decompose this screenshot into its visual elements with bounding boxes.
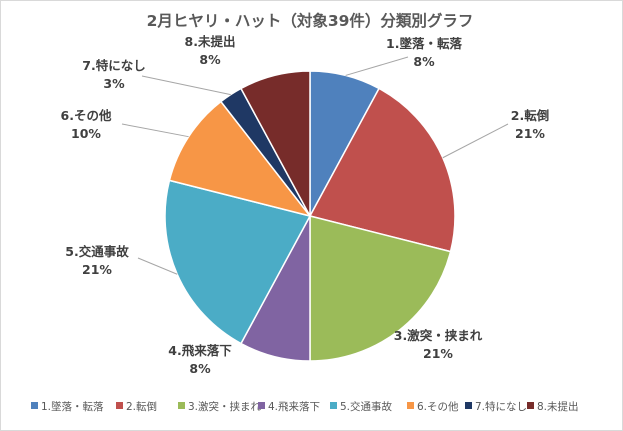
legend-label-1: 1.墜落・転落: [41, 400, 104, 413]
pie-slice-3: [309, 215, 452, 362]
leader-line-5: [137, 257, 178, 275]
leader-line-1: [345, 56, 409, 76]
data-label-category-5: 5.交通事故: [65, 244, 129, 259]
pie-slice-6: [168, 100, 312, 218]
data-label-percent-8: 8%: [199, 52, 221, 67]
data-label-percent-6: 10%: [71, 126, 101, 141]
legend-label-5: 5.交通事故: [340, 400, 393, 413]
pie-slice-2: [308, 87, 456, 253]
legend-label-2: 2.転倒: [126, 401, 157, 413]
legend-label-3: 3.激突・挟まれ: [188, 400, 262, 413]
data-label-category-6: 6.その他: [61, 108, 112, 123]
legend-label-8: 8.未提出: [537, 400, 579, 413]
legend-swatch-3: [178, 402, 185, 409]
data-label-percent-3: 21%: [423, 346, 453, 361]
legend-label-7: 7.特になし: [475, 401, 527, 413]
data-label-percent-1: 8%: [413, 54, 435, 69]
data-labels: 1.墜落・転落 8% 2.転倒 21% 3.激突・挟まれ 21% 4.飛来落下 8% 5.交通事…: [61, 34, 550, 376]
pie-slice-8: [239, 70, 311, 217]
legend-swatch-6: [407, 402, 414, 409]
data-label-category-8: 8.未提出: [185, 34, 236, 49]
data-label-category-2: 2.転倒: [511, 108, 549, 123]
leader-line-6: [121, 123, 189, 138]
leader-line-2: [442, 123, 509, 159]
pie-slice-5: [164, 179, 312, 345]
data-label-percent-2: 21%: [515, 126, 545, 141]
legend-label-4: 4.飛来落下: [268, 401, 320, 413]
legend-swatch-4: [258, 402, 265, 409]
data-label-percent-4: 8%: [189, 361, 211, 376]
legend: 1.墜落・転落 2.転倒 3.激突・挟まれ 4.飛来落下 5.交通事故 6.その他 7.特に…: [31, 400, 579, 413]
legend-swatch-2: [116, 402, 123, 409]
leader-lines: [121, 56, 509, 275]
legend-swatch-8: [527, 402, 534, 409]
data-label-category-7: 7.特になし: [82, 58, 145, 73]
data-label-percent-5: 21%: [82, 262, 112, 277]
data-label-category-3: 3.激突・挟まれ: [394, 328, 483, 343]
data-label-percent-7: 3%: [103, 76, 125, 91]
legend-swatch-5: [330, 402, 337, 409]
pie-slices: [164, 70, 456, 362]
chart-title: 2月ヒヤリ・ハット（対象39件）分類別グラフ: [147, 11, 474, 30]
leader-line-7: [141, 75, 231, 96]
legend-swatch-7: [465, 402, 472, 409]
legend-label-6: 6.その他: [417, 400, 459, 413]
data-label-category-1: 1.墜落・転落: [386, 36, 462, 51]
data-label-category-4: 4.飛来落下: [168, 343, 232, 358]
legend-swatch-1: [31, 402, 38, 409]
